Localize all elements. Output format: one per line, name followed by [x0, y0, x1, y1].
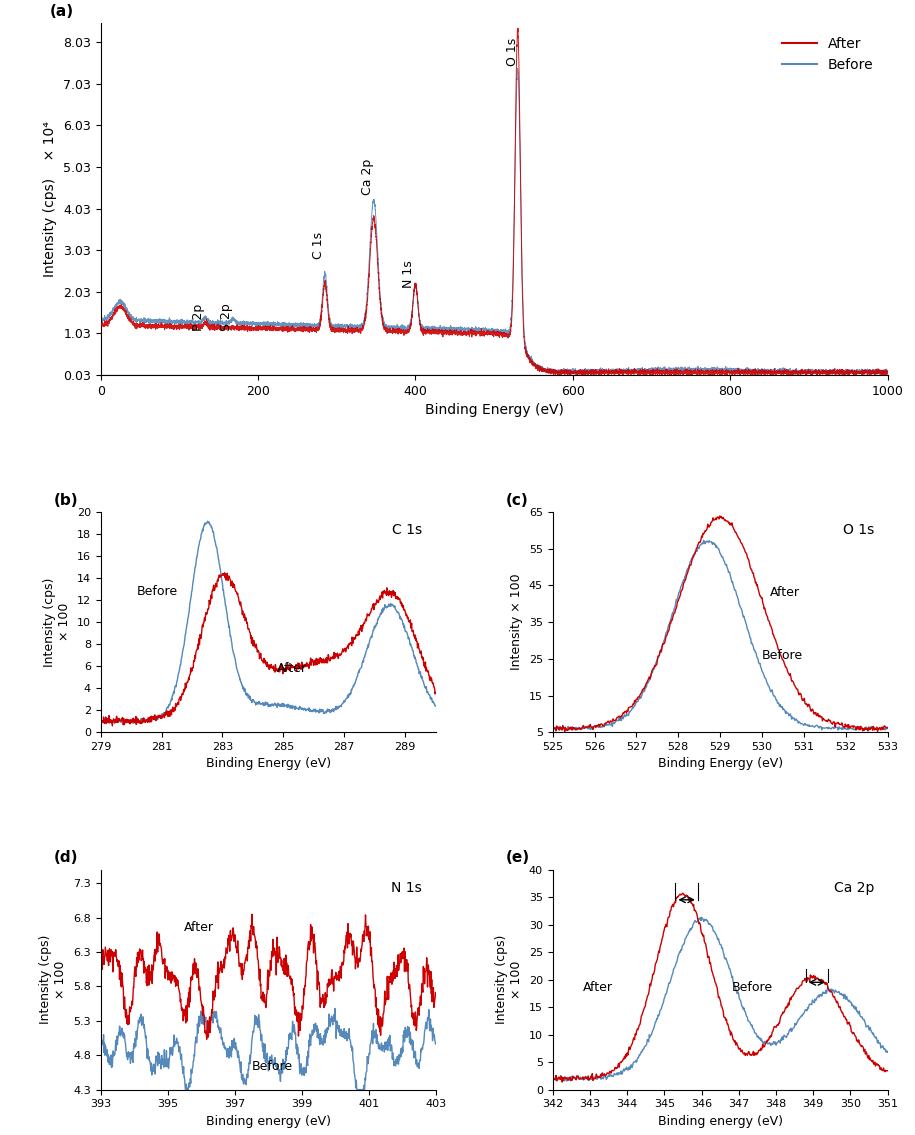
Legend: After, Before: After, Before	[775, 30, 880, 78]
Text: (c): (c)	[506, 493, 529, 507]
Text: (d): (d)	[54, 850, 79, 865]
Text: After: After	[277, 662, 307, 674]
Text: C 1s: C 1s	[392, 523, 422, 537]
Text: O 1s: O 1s	[506, 37, 520, 66]
X-axis label: Binding Energy (eV): Binding Energy (eV)	[658, 757, 782, 771]
Text: Ca 2p: Ca 2p	[361, 159, 373, 194]
Text: Before: Before	[137, 585, 178, 598]
X-axis label: Binding energy (eV): Binding energy (eV)	[658, 1115, 782, 1128]
Text: O 1s: O 1s	[843, 523, 874, 537]
Y-axis label: Intensity × 100: Intensity × 100	[511, 574, 523, 671]
Text: Ca 2p: Ca 2p	[834, 881, 874, 894]
Text: After: After	[770, 587, 801, 599]
Text: After: After	[583, 981, 612, 993]
Y-axis label: Intensity (cps)
× 100: Intensity (cps) × 100	[39, 935, 68, 1024]
Text: Before: Before	[731, 981, 772, 993]
Y-axis label: Intensity (cps)
× 100: Intensity (cps) × 100	[43, 578, 71, 667]
Text: (a): (a)	[49, 5, 73, 19]
X-axis label: Binding energy (eV): Binding energy (eV)	[206, 1115, 330, 1128]
Text: After: After	[184, 922, 214, 934]
Text: N 1s: N 1s	[392, 881, 422, 894]
Text: C 1s: C 1s	[312, 232, 325, 259]
Y-axis label: Intensity (cps)
× 100: Intensity (cps) × 100	[495, 935, 523, 1024]
Text: Before: Before	[762, 649, 803, 662]
X-axis label: Binding Energy (eV): Binding Energy (eV)	[206, 757, 330, 771]
Text: (b): (b)	[54, 493, 79, 507]
Text: Before: Before	[252, 1060, 293, 1074]
X-axis label: Binding Energy (eV): Binding Energy (eV)	[425, 403, 564, 417]
Text: S 2p: S 2p	[220, 303, 232, 331]
Text: (e): (e)	[506, 850, 530, 865]
Text: N 1s: N 1s	[403, 260, 415, 288]
Text: P 2p: P 2p	[192, 303, 205, 330]
Y-axis label: Intensity (cps)    × 10⁴: Intensity (cps) × 10⁴	[44, 120, 58, 277]
